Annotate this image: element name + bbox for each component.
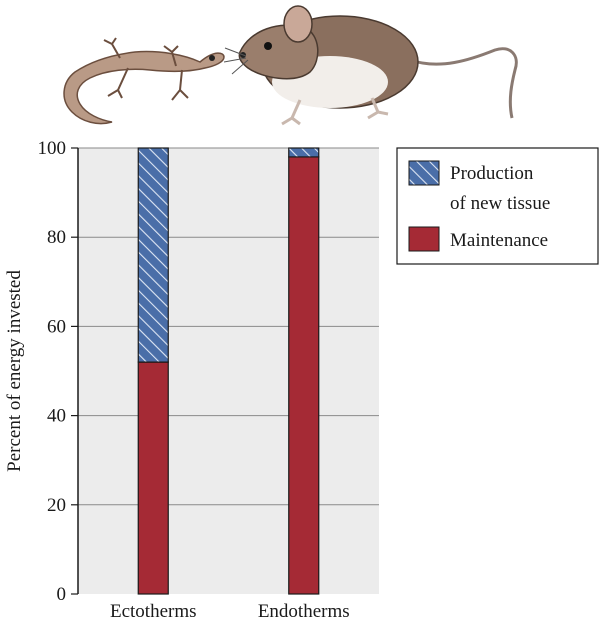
bar-endotherms-maintenance [288, 156, 320, 595]
legend-swatch-maintenance [408, 226, 440, 252]
x-ticks: Ectotherms Endotherms [110, 601, 350, 622]
gridlines [78, 147, 379, 506]
y-tick-label-60: 60 [47, 316, 66, 337]
y-ticks: 0 20 40 60 80 100 [38, 138, 78, 605]
legend-label-maintenance: Maintenance [450, 230, 548, 251]
bar-endotherms-production-of-new-tissue [288, 147, 320, 158]
plot-background [78, 148, 379, 594]
y-tick-label-80: 80 [47, 227, 66, 248]
mouse-illustration [223, 5, 518, 126]
bars [137, 147, 320, 595]
y-tick-label-0: 0 [57, 584, 67, 605]
y-tick-label-40: 40 [47, 406, 66, 427]
bar-ectotherms-maintenance [137, 361, 169, 595]
y-axis-label: Percent of energy invested [4, 270, 25, 472]
y-tick-label-20: 20 [47, 495, 66, 516]
salamander-illustration [63, 37, 225, 125]
legend: Production of new tissue Maintenance [396, 147, 599, 265]
legend-swatch-production [408, 160, 440, 186]
bar-ectotherms-production-of-new-tissue [137, 147, 169, 363]
y-tick-label-100: 100 [38, 138, 67, 159]
legend-label-production-line2: of new tissue [450, 193, 550, 214]
x-tick-label-ectotherms: Ectotherms [110, 601, 197, 622]
legend-label-production-line1: Production [450, 163, 534, 184]
x-tick-label-endotherms: Endotherms [258, 601, 350, 622]
